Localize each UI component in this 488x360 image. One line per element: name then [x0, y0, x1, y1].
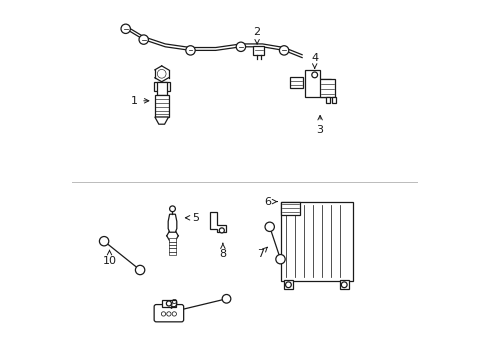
- Circle shape: [121, 24, 130, 33]
- Circle shape: [185, 46, 195, 55]
- Bar: [289, 77, 303, 88]
- Circle shape: [341, 282, 346, 288]
- Circle shape: [172, 312, 176, 316]
- Bar: [155, 95, 168, 117]
- Circle shape: [135, 265, 144, 275]
- Bar: [153, 82, 169, 91]
- Polygon shape: [168, 214, 177, 232]
- Circle shape: [139, 35, 148, 44]
- Circle shape: [264, 222, 274, 231]
- Circle shape: [166, 301, 171, 306]
- Text: 7: 7: [257, 247, 267, 259]
- FancyBboxPatch shape: [154, 305, 183, 322]
- Bar: [284, 280, 292, 289]
- Circle shape: [161, 312, 165, 316]
- Circle shape: [279, 46, 288, 55]
- Text: 10: 10: [102, 250, 116, 266]
- Text: 8: 8: [219, 243, 226, 259]
- Circle shape: [311, 72, 317, 78]
- Bar: [320, 79, 335, 97]
- Text: 1: 1: [131, 96, 148, 106]
- Circle shape: [166, 312, 171, 316]
- Circle shape: [169, 206, 175, 212]
- Bar: [325, 97, 329, 103]
- Polygon shape: [155, 117, 168, 124]
- Bar: [162, 300, 176, 307]
- Polygon shape: [210, 212, 226, 232]
- Circle shape: [219, 228, 224, 233]
- Text: 4: 4: [310, 53, 318, 68]
- Text: 2: 2: [253, 27, 260, 44]
- Bar: [331, 97, 336, 103]
- Circle shape: [236, 42, 245, 51]
- Circle shape: [157, 69, 166, 78]
- Bar: [280, 202, 352, 281]
- Polygon shape: [305, 70, 330, 97]
- Bar: [280, 202, 300, 215]
- Text: 9: 9: [170, 299, 178, 309]
- Circle shape: [275, 255, 285, 264]
- Circle shape: [285, 282, 291, 288]
- Text: 5: 5: [185, 213, 199, 223]
- Circle shape: [99, 237, 108, 246]
- Bar: [253, 46, 264, 55]
- Bar: [339, 280, 348, 289]
- Text: 3: 3: [316, 116, 323, 135]
- Bar: [156, 82, 166, 95]
- Bar: [168, 238, 176, 255]
- Circle shape: [222, 294, 230, 303]
- Text: 6: 6: [264, 197, 277, 207]
